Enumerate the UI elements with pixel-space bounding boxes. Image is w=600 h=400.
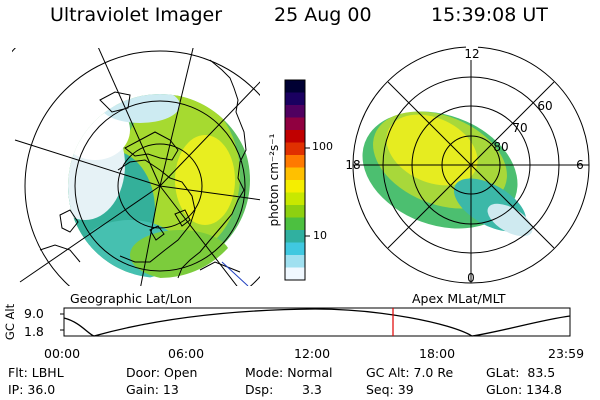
time-tick-1200: 12:00 bbox=[294, 346, 331, 361]
colorbar-tick-100: 100 bbox=[312, 140, 333, 153]
mlat-label-70: 70 bbox=[512, 121, 527, 135]
gain-readout: Gain: 13 bbox=[126, 382, 179, 397]
filter-readout: Flt: LBHL bbox=[8, 365, 64, 380]
color-scale-segment bbox=[285, 267, 305, 281]
color-scale-gradient bbox=[285, 80, 305, 281]
color-scale-segment bbox=[285, 155, 305, 168]
instrument-title: Ultraviolet Imager bbox=[50, 4, 223, 26]
mlt-label-0: 0 bbox=[467, 271, 475, 285]
left-panel-caption: Geographic Lat/Lon bbox=[70, 291, 192, 306]
time-tick-2359: 23:59 bbox=[548, 346, 585, 361]
color-scale-segment bbox=[285, 130, 305, 143]
mlat-label-60: 60 bbox=[537, 99, 552, 113]
gc-alt-axis-label: GC Alt bbox=[3, 303, 17, 340]
ip-readout: IP: 36.0 bbox=[8, 382, 56, 397]
color-scale-segment bbox=[285, 117, 305, 131]
header-date: 25 Aug 00 bbox=[274, 4, 372, 26]
geographic-map bbox=[12, 48, 260, 286]
seq-readout: Seq: 39 bbox=[366, 382, 414, 397]
dsp-label: Dsp: bbox=[245, 382, 274, 397]
color-scale-segment bbox=[285, 180, 305, 193]
gc-alt-readout: GC Alt: 7.0 Re bbox=[366, 365, 454, 380]
header-time: 15:39:08 UT bbox=[431, 4, 548, 26]
gc-altitude-curve bbox=[63, 308, 571, 337]
gc-alt-tick-1-8: 1.8 bbox=[24, 324, 44, 339]
coastlines bbox=[39, 59, 247, 279]
color-scale-segment bbox=[285, 255, 305, 268]
glat-readout: GLat: 83.5 bbox=[486, 365, 556, 380]
color-scale-segment bbox=[285, 105, 305, 118]
color-scale-segment bbox=[285, 217, 305, 231]
color-scale-segment bbox=[285, 230, 305, 243]
dsp-value: 3.3 bbox=[302, 382, 322, 397]
color-scale-segment bbox=[285, 167, 305, 181]
mlt-label-12: 12 bbox=[464, 47, 479, 61]
color-scale-segment bbox=[285, 192, 305, 206]
mlat-label-80: 80 bbox=[493, 140, 508, 154]
color-scale-segment bbox=[285, 205, 305, 218]
time-tick-0600: 06:00 bbox=[168, 346, 205, 361]
color-scale-segment bbox=[285, 92, 305, 106]
altitude-plot: GC Alt bbox=[3, 303, 571, 340]
colorbar-tick-10: 10 bbox=[313, 229, 327, 242]
color-scale-segment bbox=[285, 80, 305, 93]
colorbar-unit-label: photon cm⁻²s⁻¹ bbox=[267, 133, 281, 226]
mlat-mlt-polar-plot: 12 0 18 6 60 70 80 bbox=[345, 46, 590, 285]
time-tick-1800: 18:00 bbox=[419, 346, 456, 361]
mode-readout: Mode: Normal bbox=[245, 365, 333, 380]
gc-alt-tick-9: 9.0 bbox=[24, 306, 44, 321]
door-readout: Door: Open bbox=[126, 365, 198, 380]
mlt-label-18: 18 bbox=[345, 158, 360, 172]
color-scale-bar: photon cm⁻²s⁻¹ bbox=[267, 79, 310, 281]
auroral-emission-right bbox=[362, 111, 533, 237]
glon-readout: GLon: 134.8 bbox=[486, 382, 562, 397]
mlt-label-6: 6 bbox=[576, 158, 584, 172]
time-tick-0000: 00:00 bbox=[44, 346, 81, 361]
color-scale-segment bbox=[285, 142, 305, 156]
color-scale-segment bbox=[285, 242, 305, 256]
right-panel-caption: Apex MLat/MLT bbox=[412, 291, 506, 306]
